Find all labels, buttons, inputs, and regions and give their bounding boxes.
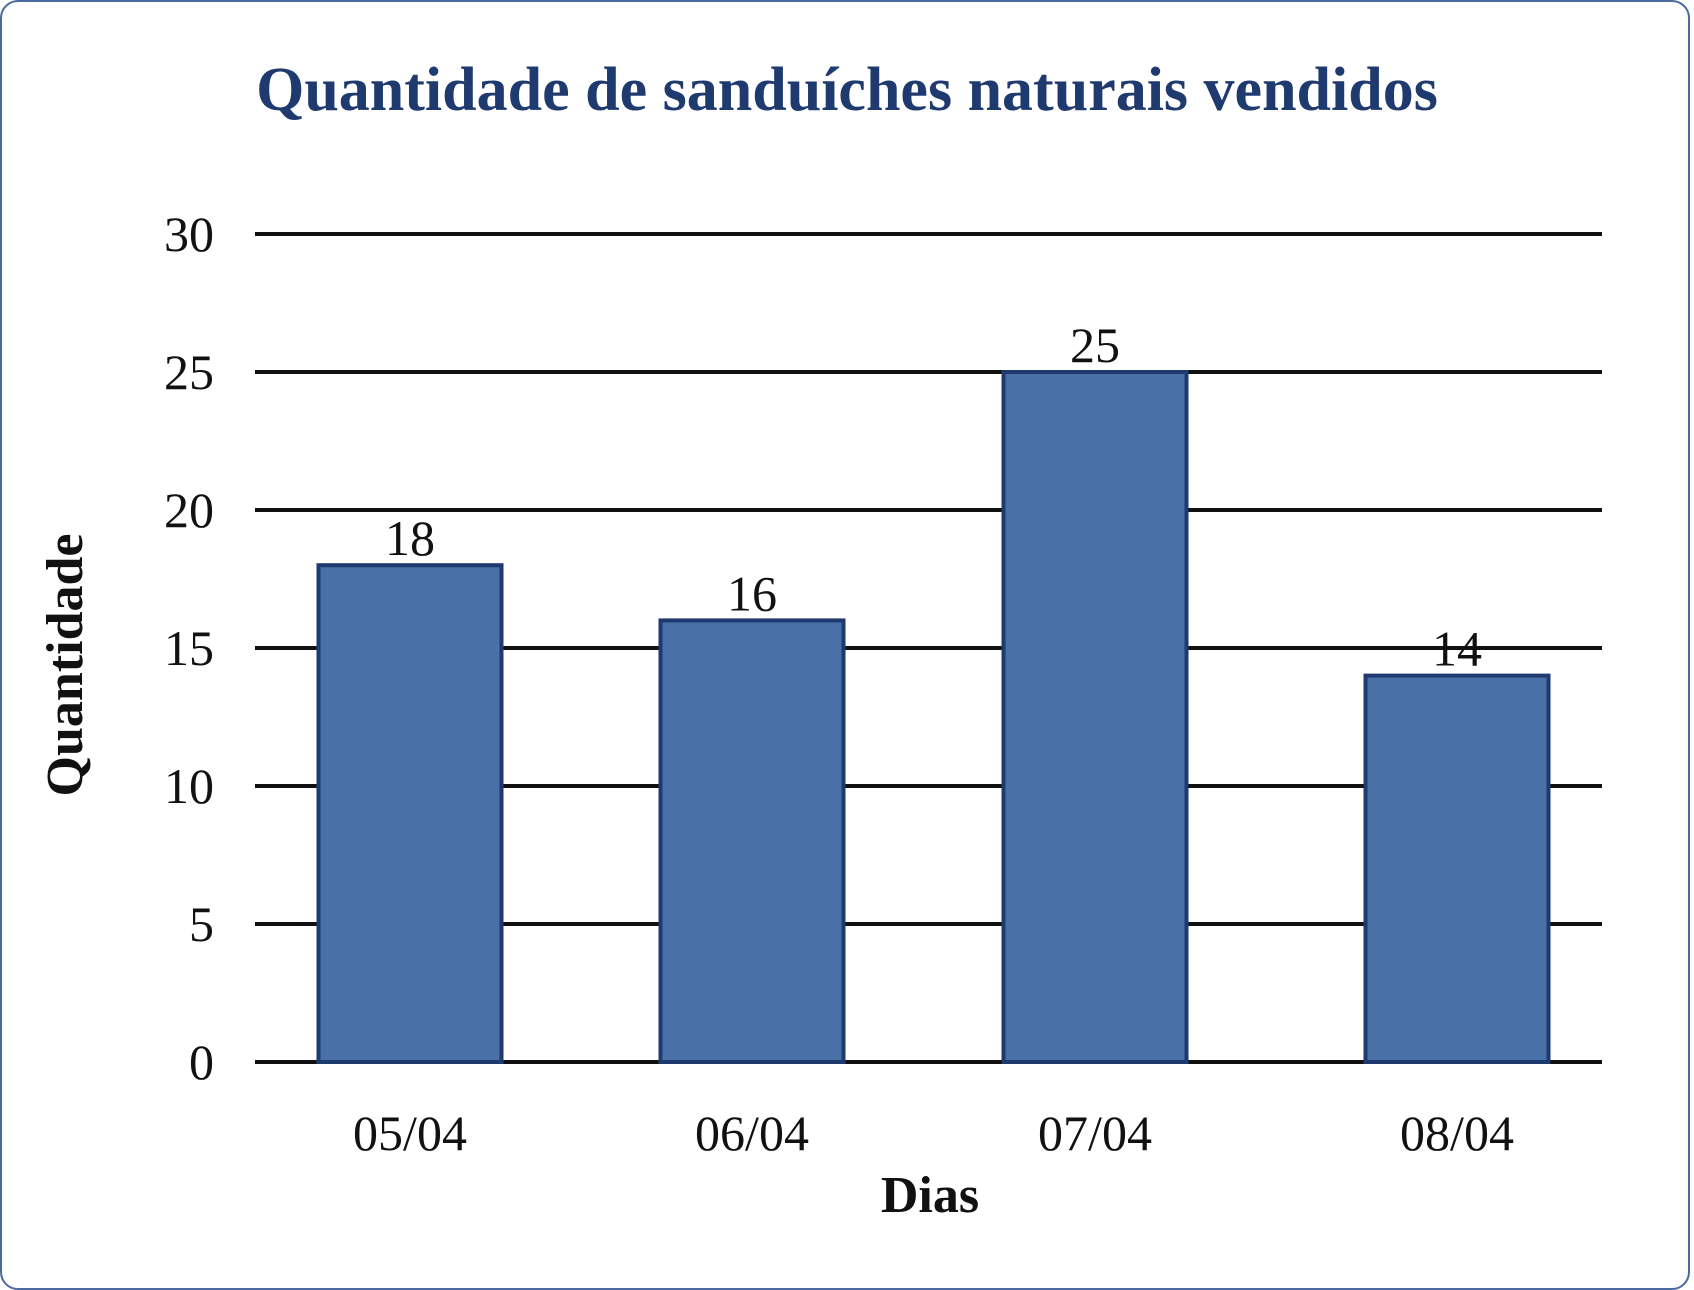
data-label: 18 [385, 510, 435, 566]
data-labels: 18 16 25 14 [385, 317, 1482, 677]
y-tick-label: 20 [164, 482, 214, 538]
data-label: 14 [1432, 621, 1482, 677]
y-tick-label: 0 [189, 1034, 214, 1090]
y-tick-labels: 0 5 10 15 20 25 30 [164, 206, 214, 1090]
x-tick-labels: 05/04 06/04 07/04 08/04 [353, 1105, 1514, 1161]
x-axis-title: Dias [881, 1167, 979, 1224]
y-tick-label: 25 [164, 344, 214, 400]
bar-08/04 [1363, 673, 1551, 1064]
y-tick-label: 5 [189, 896, 214, 952]
chart-title: Quantidade de sanduíches naturais vendid… [256, 56, 1438, 124]
y-axis-title: Quantidade [37, 534, 94, 797]
bar-05/04 [316, 563, 504, 1064]
data-label: 16 [727, 565, 777, 621]
data-label: 25 [1070, 317, 1120, 373]
y-tick-label: 15 [164, 620, 214, 676]
x-tick-label: 05/04 [353, 1105, 467, 1161]
bars [316, 370, 1551, 1065]
bar-06/04 [658, 618, 846, 1065]
y-tick-label: 10 [164, 758, 214, 814]
bar-07/04 [1001, 370, 1189, 1064]
x-tick-label: 08/04 [1400, 1105, 1514, 1161]
y-tick-label: 30 [164, 206, 214, 262]
x-tick-label: 07/04 [1038, 1105, 1152, 1161]
x-tick-label: 06/04 [695, 1105, 809, 1161]
